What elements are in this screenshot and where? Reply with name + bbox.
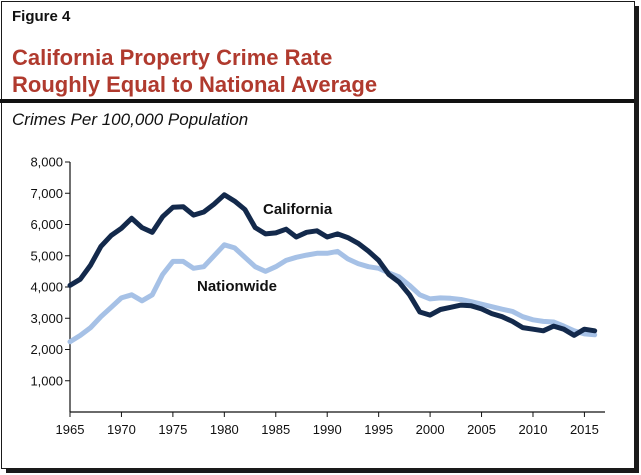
- y-tick-label: 1,000: [30, 373, 63, 388]
- y-tick-label: 6,000: [30, 217, 63, 232]
- series-label-nationwide: Nationwide: [197, 278, 277, 295]
- figure-label: Figure 4: [12, 8, 71, 25]
- chart-title-line-2: Roughly Equal to National Average: [12, 72, 378, 97]
- x-tick-label: 2000: [416, 422, 445, 437]
- x-tick-label: 1975: [158, 422, 187, 437]
- x-tick-label: 2010: [519, 422, 548, 437]
- y-tick-label: 4,000: [30, 280, 63, 295]
- y-tick-label: 7,000: [30, 186, 63, 201]
- x-tick-label: 1990: [313, 422, 342, 437]
- frame-shadow-right: [635, 6, 639, 471]
- y-tick-label: 2,000: [30, 342, 63, 357]
- x-tick-label: 2005: [467, 422, 496, 437]
- figure-frame: [1, 1, 635, 469]
- title-divider: [0, 99, 634, 103]
- y-tick-label: 8,000: [30, 155, 63, 170]
- frame-shadow-bottom: [6, 469, 639, 473]
- x-axis-ticks: 1965 1970 1975 1980 1985 1990 1995 2000 2005 2010…: [56, 412, 599, 437]
- chart-title: California Property Crime Rate Roughly E…: [12, 44, 377, 98]
- y-axis-ticks: 1,000 2,000 3,000 4,000 5,000 6,000 7,000 8,000: [30, 155, 70, 388]
- x-tick-label: 1995: [364, 422, 393, 437]
- y-tick-label: 5,000: [30, 248, 63, 263]
- x-tick-label: 1980: [210, 422, 239, 437]
- x-tick-label: 1965: [56, 422, 85, 437]
- x-tick-label: 2015: [570, 422, 599, 437]
- series-label-california: California: [263, 201, 333, 218]
- x-tick-label: 1985: [261, 422, 290, 437]
- chart-subtitle: Crimes Per 100,000 Population: [12, 110, 249, 129]
- series-line-nationwide: [67, 242, 598, 345]
- series-line-california: [67, 192, 598, 338]
- y-tick-label: 3,000: [30, 311, 63, 326]
- x-tick-label: 1970: [107, 422, 136, 437]
- chart-title-line-1: California Property Crime Rate: [12, 45, 333, 70]
